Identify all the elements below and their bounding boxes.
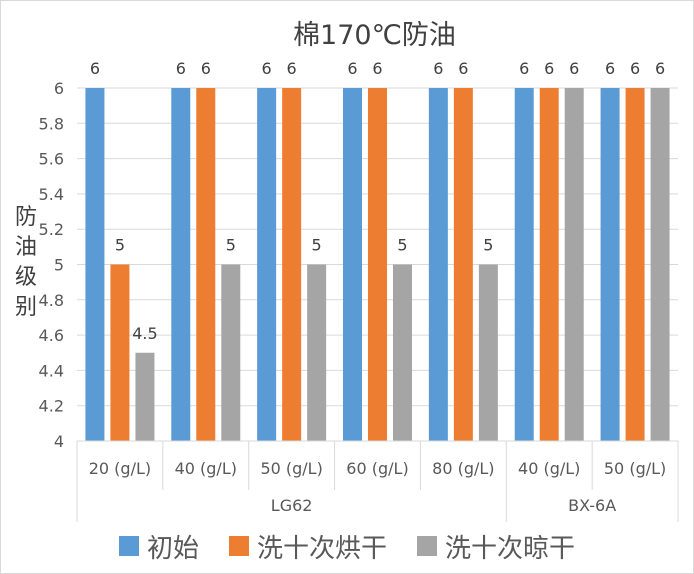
data-label: 6 [433, 59, 443, 78]
bar [343, 88, 362, 441]
y-tick-label: 4.6 [39, 326, 64, 345]
bar [135, 352, 155, 441]
legend-label-wash-dry: 洗十次烘干 [256, 533, 387, 564]
data-label: 6 [458, 59, 468, 78]
bar [478, 264, 498, 441]
data-label: 5 [115, 236, 125, 255]
bar [514, 88, 534, 441]
y-tick-label: 4.4 [39, 361, 64, 380]
legend-label-initial: 初始 [146, 533, 199, 564]
data-label: 6 [605, 59, 615, 78]
legend-item-wash-dry: 洗十次烘干 [228, 528, 387, 565]
y-tick-label: 5.8 [39, 114, 64, 133]
x-tick-label: 60 (g/L) [346, 459, 408, 478]
bar [650, 88, 670, 441]
data-label: 6 [630, 59, 640, 78]
data-label: 6 [372, 59, 382, 78]
x-tick-label: 40 (g/L) [518, 459, 580, 478]
bar [110, 264, 130, 441]
bar [564, 88, 584, 441]
y-axis-label-char: 级 [15, 265, 37, 290]
x-tick-label: 40 (g/L) [175, 459, 237, 478]
legend-item-initial: 初始 [118, 528, 199, 565]
bar [257, 88, 277, 441]
y-axis-label-char: 防 [15, 205, 37, 230]
data-label: 5 [226, 236, 236, 255]
bar [221, 264, 241, 441]
bar [539, 88, 559, 441]
data-label: 6 [287, 59, 297, 78]
bar [282, 88, 302, 441]
bar [393, 264, 412, 441]
x-tick-label: 50 (g/L) [604, 459, 666, 478]
data-label: 6 [544, 59, 554, 78]
data-label: 6 [569, 59, 579, 78]
bar [600, 88, 620, 441]
data-label: 6 [519, 59, 529, 78]
y-tick-label: 4.8 [39, 291, 64, 310]
data-label: 5 [312, 236, 322, 255]
data-label: 6 [655, 59, 665, 78]
bar [196, 88, 216, 441]
bar [171, 88, 191, 441]
chart-title: 棉170℃防油 [293, 20, 456, 51]
x-tick-label: 20 (g/L) [89, 459, 151, 478]
bar [625, 88, 645, 441]
y-tick-label: 4 [54, 432, 64, 451]
x-tick-label: 50 (g/L) [260, 459, 322, 478]
data-label: 6 [176, 59, 186, 78]
y-axis-label-char: 油 [15, 235, 37, 260]
x-tick-label: 80 (g/L) [432, 459, 494, 478]
data-label: 6 [262, 59, 272, 78]
y-axis-label-char: 别 [15, 295, 37, 320]
bar [85, 88, 105, 441]
data-label: 6 [90, 59, 100, 78]
data-label: 6 [201, 59, 211, 78]
y-tick-label: 5.4 [39, 185, 64, 204]
data-label: 4.5 [132, 324, 157, 343]
bar [307, 264, 327, 441]
y-tick-label: 5 [54, 256, 64, 275]
legend-item-wash-air-dry: 洗十次晾干 [417, 528, 575, 565]
data-label: 5 [397, 236, 407, 255]
legend-swatch-wash-dry [228, 536, 249, 556]
legend: 初始 洗十次烘干 洗十次晾干 [0, 528, 694, 564]
bar [428, 88, 448, 441]
y-tick-label: 5.6 [39, 150, 64, 169]
y-tick-label: 4.2 [39, 397, 64, 416]
bar [453, 88, 473, 441]
legend-swatch-initial [118, 536, 139, 556]
group-label: BX-6A [568, 496, 616, 515]
data-label: 5 [483, 236, 493, 255]
legend-swatch-wash-air-dry [417, 536, 437, 556]
bar [368, 88, 387, 441]
y-tick-label: 6 [54, 79, 64, 98]
legend-label-wash-air-dry: 洗十次晾干 [445, 533, 576, 564]
group-label: LG62 [271, 496, 313, 515]
y-tick-label: 5.2 [39, 220, 64, 239]
data-label: 6 [347, 59, 357, 78]
